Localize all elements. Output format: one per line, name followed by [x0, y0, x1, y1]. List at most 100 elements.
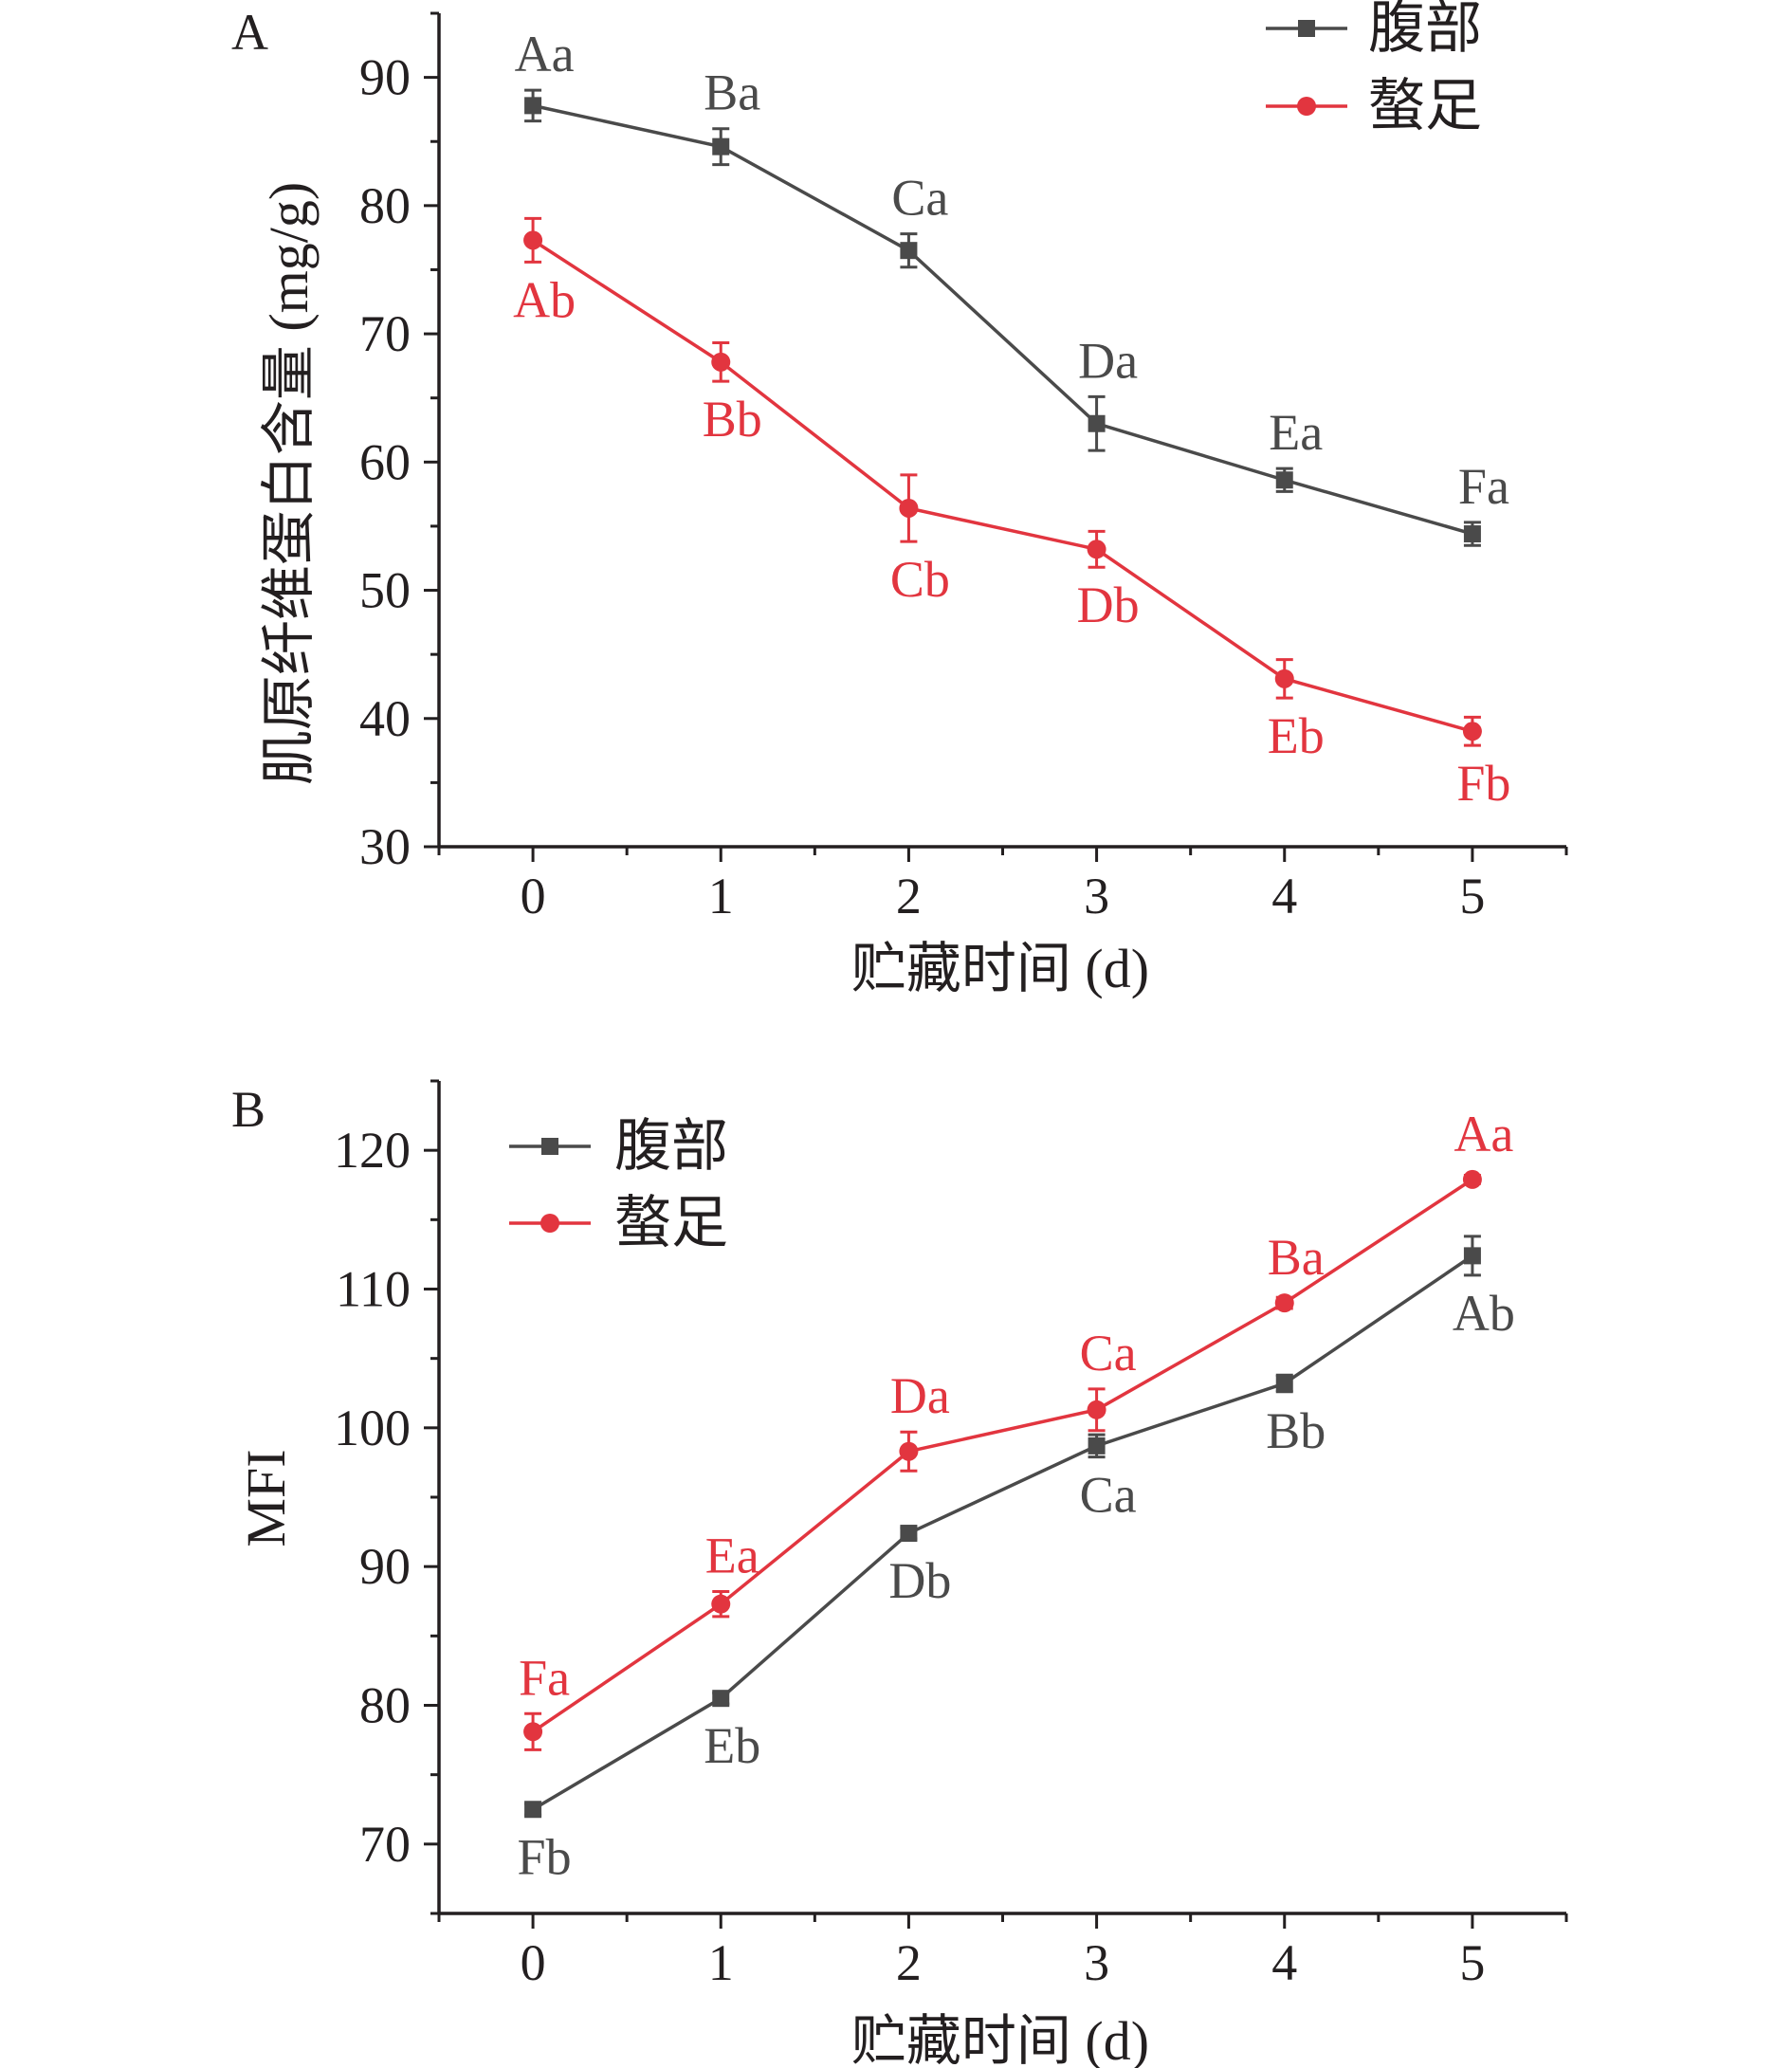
series-abdomen: Aa Ba Ca Da Ea Fa [515, 26, 1509, 547]
significance-label: Da [1078, 332, 1138, 389]
series-claw: Ab Bb Cb Db Eb Fb [513, 216, 1510, 812]
data-point-square [1275, 471, 1293, 489]
series-claw: Fa Ea Da Ca Ba Aa [519, 1106, 1513, 1751]
x-tick-label: 0 [521, 1934, 546, 1991]
significance-label: Fa [1458, 458, 1509, 515]
y-tick-label: 50 [359, 562, 411, 619]
x-tick-label: 3 [1084, 868, 1109, 924]
data-point-circle [523, 230, 543, 250]
legend-label-abdomen: 腹部 [614, 1115, 728, 1178]
y-tick-label: 40 [359, 690, 411, 747]
y-tick-label: 100 [334, 1400, 411, 1456]
significance-label: Fb [518, 1828, 572, 1885]
x-tick-label: 0 [521, 868, 546, 924]
significance-label: Ab [513, 271, 576, 328]
data-point-square [1088, 1437, 1106, 1455]
significance-label: Bb [1266, 1402, 1326, 1459]
significance-label: Db [1077, 576, 1140, 633]
x-tick-label: 2 [896, 868, 922, 924]
significance-label: Aa [515, 26, 575, 82]
data-point-square [1275, 1375, 1293, 1393]
significance-label: Ab [1453, 1285, 1515, 1342]
significance-label: Fa [519, 1649, 570, 1706]
significance-label: Eb [704, 1717, 760, 1774]
data-point-square [1088, 414, 1106, 432]
data-point-circle [899, 498, 919, 518]
x-tick-label: 3 [1084, 1934, 1109, 1991]
legend-label-claw: 螯足 [1368, 75, 1482, 137]
x-tick-label: 5 [1459, 868, 1485, 924]
significance-label: Ea [1269, 404, 1323, 461]
significance-label: Ca [1080, 1325, 1137, 1382]
significance-label: Ba [704, 64, 760, 121]
x-tick-label: 1 [708, 1934, 734, 1991]
significance-label: Cb [890, 551, 950, 608]
data-point-square [900, 1525, 918, 1543]
data-point-square [712, 137, 730, 156]
series-line [532, 1254, 1473, 1811]
x-tick-label: 4 [1271, 868, 1297, 924]
legend-label-claw: 螯足 [614, 1192, 728, 1254]
data-point-square [524, 97, 542, 115]
y-tick-label: 120 [334, 1122, 411, 1179]
plot-area-b: 70 80 90 100 110 120 0 1 2 3 4 5 Fb Eb Db Ca Bb Ab Fa Ea Da C… [334, 1079, 1568, 1991]
significance-label: Db [888, 1552, 951, 1609]
y-tick-label: 70 [359, 305, 411, 362]
y-axis-title-b: MFI [235, 1449, 297, 1546]
series-line [532, 103, 1473, 536]
legend-a: 腹部 螯足 [1266, 0, 1482, 137]
data-point-circle [523, 1722, 543, 1742]
series-line [532, 238, 1473, 733]
series-abdomen: Fb Eb Db Ca Bb Ab [518, 1235, 1515, 1885]
data-point-circle [1087, 1400, 1106, 1419]
y-axis-title-a: 肌原纤维蛋白含量 (mg/g) [258, 182, 320, 785]
legend-label-abdomen: 腹部 [1368, 0, 1482, 60]
x-tick-label: 1 [708, 868, 734, 924]
significance-label: Bb [703, 391, 762, 448]
series-line [532, 1178, 1473, 1733]
data-point-circle [1462, 1169, 1482, 1189]
data-point-square [712, 1690, 730, 1708]
data-point-square [524, 1801, 542, 1819]
significance-label: Fb [1456, 755, 1510, 812]
legend-entry-abdomen: 腹部 [1266, 0, 1482, 60]
y-tick-label: 60 [359, 433, 411, 490]
y-tick-label: 80 [359, 1677, 411, 1734]
x-axis-title-b: 贮藏时间 (d) [851, 2010, 1149, 2068]
y-tick-label: 80 [359, 177, 411, 234]
legend-b: 腹部 螯足 [509, 1115, 728, 1254]
y-tick-label: 30 [359, 818, 411, 875]
legend-marker-circle [1297, 97, 1316, 116]
x-axis-title-a: 贮藏时间 (d) [851, 938, 1149, 999]
y-tick-label: 90 [359, 1538, 411, 1595]
significance-label: Ca [891, 170, 948, 227]
data-point-circle [711, 352, 731, 372]
legend-marker-square [541, 1138, 558, 1155]
panel-label-a: A [231, 4, 268, 61]
y-tick-label: 110 [336, 1261, 411, 1318]
data-point-square [1463, 1247, 1481, 1265]
x-tick-label: 2 [896, 1934, 922, 1991]
legend-entry-claw: 螯足 [509, 1192, 728, 1254]
panel-label-b: B [231, 1081, 265, 1138]
data-point-square [900, 242, 918, 260]
legend-marker-square [1298, 20, 1315, 37]
significance-label: Ca [1080, 1467, 1137, 1524]
data-point-circle [1274, 668, 1294, 688]
plot-area-a: 30 40 50 60 70 80 90 0 1 2 3 4 5 Aa Ba Ca Da Ea Fa Ab Bb Cb Db… [359, 11, 1568, 924]
data-point-circle [899, 1441, 919, 1461]
chart-panel-a: A 30 40 50 60 70 80 90 0 1 2 3 4 5 Aa Ba Ca Da Ea Fa Ab Bb Cb… [231, 0, 1568, 999]
legend-marker-circle [540, 1214, 559, 1233]
significance-label: Eb [1268, 707, 1325, 764]
x-tick-label: 4 [1271, 1934, 1297, 1991]
significance-label: Ea [705, 1528, 759, 1584]
significance-label: Aa [1454, 1106, 1513, 1162]
data-point-circle [1462, 722, 1482, 741]
chart-panel-b: B 70 80 90 100 110 120 0 1 2 3 4 5 Fb Eb Db Ca Bb Ab Fa Ea D… [231, 1079, 1568, 2068]
y-tick-label: 70 [359, 1816, 411, 1873]
data-point-circle [1274, 1293, 1294, 1313]
legend-entry-abdomen: 腹部 [509, 1115, 728, 1178]
significance-label: Ba [1268, 1229, 1325, 1286]
legend-entry-claw: 螯足 [1266, 75, 1482, 137]
